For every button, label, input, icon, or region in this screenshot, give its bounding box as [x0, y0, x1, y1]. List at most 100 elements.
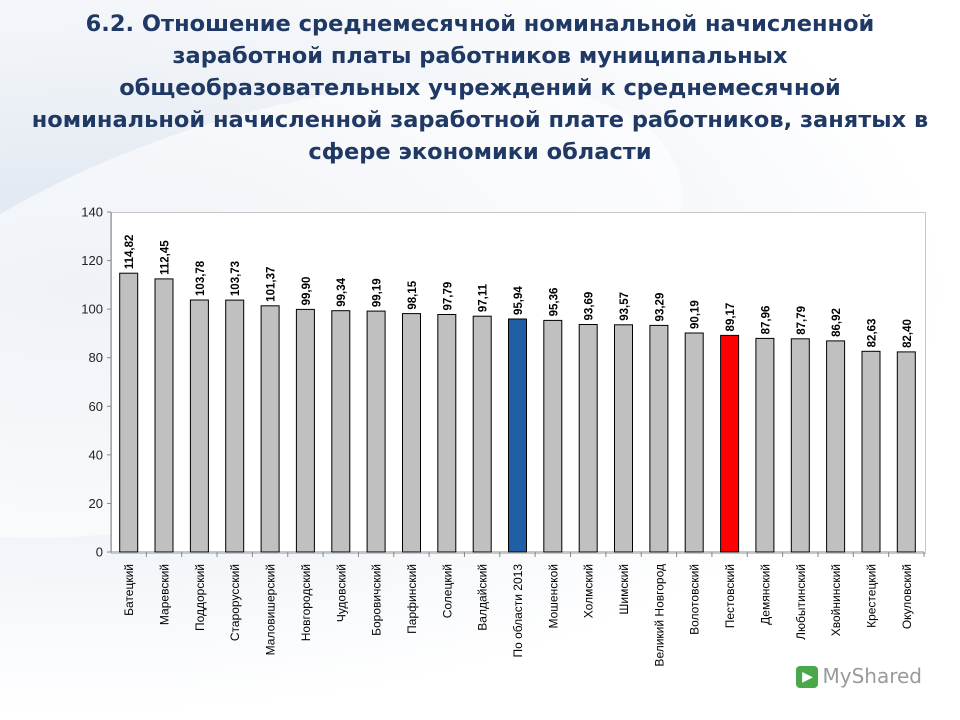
bar-2	[154, 278, 174, 553]
value-label-1: 114,82	[124, 235, 136, 270]
value-label-bg	[229, 259, 243, 298]
category-label-4: Старорусский	[228, 564, 242, 641]
category-label-11: Валдайский	[476, 564, 490, 631]
value-label-bg	[123, 233, 137, 271]
value-label-bg	[865, 317, 879, 349]
bar-19	[755, 337, 775, 553]
value-label-bg	[901, 317, 915, 350]
category-label-21: Хвойнинский	[829, 564, 843, 636]
y-tick-label: 120	[81, 253, 103, 268]
bar-1	[119, 272, 139, 553]
value-label-bg	[795, 304, 809, 337]
bar-3	[189, 299, 209, 553]
value-label-6: 99,90	[301, 277, 313, 306]
value-label-12: 95,94	[513, 286, 525, 315]
bar-20	[790, 338, 810, 553]
value-label-2: 112,45	[160, 240, 172, 275]
watermark: ▶ MyShared	[796, 663, 922, 688]
bar-21	[826, 340, 846, 553]
category-label-1: Батецкий	[122, 564, 136, 616]
value-label-bg	[689, 298, 703, 331]
value-label-15: 93,57	[619, 292, 631, 321]
value-label-bg	[300, 275, 314, 307]
value-label-17: 90,19	[690, 300, 702, 329]
slide-title: 6.2. Отношение среднемесячной номинально…	[31, 11, 929, 165]
category-label-16: Великий Новгород	[652, 564, 666, 667]
bar-9	[402, 313, 421, 553]
bar-7	[331, 310, 351, 553]
bar-15	[614, 324, 633, 553]
value-label-bg	[830, 306, 844, 339]
value-label-21: 86,92	[831, 308, 843, 337]
category-label-2: Маревский	[158, 564, 172, 625]
bar-4	[225, 299, 245, 553]
value-label-4: 103,73	[230, 261, 242, 296]
bar-17	[684, 332, 704, 553]
category-label-22: Крестецкий	[864, 564, 878, 628]
category-label-23: Окуловский	[900, 564, 914, 629]
category-label-5: Маловишерский	[264, 564, 278, 655]
y-tick-label: 100	[81, 302, 103, 317]
bar-23	[896, 351, 916, 553]
bar-10	[437, 314, 457, 553]
value-label-16: 93,29	[654, 293, 666, 322]
watermark-text: MyShared	[822, 663, 922, 688]
value-label-13: 95,36	[548, 288, 560, 317]
category-label-20: Любытинский	[794, 564, 808, 640]
bar-6	[295, 308, 315, 553]
y-tick-label: 40	[89, 447, 103, 462]
value-label-bg	[618, 290, 632, 323]
value-label-bg	[724, 301, 738, 333]
value-label-bg	[477, 281, 491, 314]
value-label-bg	[653, 291, 667, 323]
value-label-22: 82,63	[866, 319, 878, 348]
category-label-7: Чудовский	[334, 564, 348, 622]
y-tick-label: 60	[89, 399, 103, 414]
y-tick-label: 140	[81, 205, 103, 220]
value-label-bg	[159, 238, 173, 277]
category-label-6: Новгородский	[299, 564, 313, 641]
category-label-17: Волотовский	[688, 564, 702, 635]
category-label-18: Пестовский	[723, 564, 737, 628]
category-label-12: По области 2013	[511, 564, 525, 658]
category-label-13: Мошенской	[546, 564, 560, 629]
value-label-8: 99,19	[372, 278, 384, 307]
value-label-bg	[335, 275, 349, 309]
bar-12	[508, 318, 527, 553]
y-tick-label: 0	[96, 545, 103, 560]
y-tick-label: 80	[89, 350, 103, 365]
value-label-11: 97,11	[478, 283, 490, 312]
bar-11	[472, 315, 492, 553]
category-label-19: Демянский	[758, 564, 772, 625]
value-label-bg	[441, 280, 455, 313]
value-label-7: 99,34	[336, 277, 348, 306]
category-label-14: Холмский	[582, 564, 596, 618]
bar-8	[366, 310, 386, 553]
category-label-15: Шимский	[617, 564, 631, 615]
category-label-9: Парфинский	[405, 564, 419, 634]
category-label-3: Поддорский	[193, 564, 207, 631]
value-label-19: 87,96	[760, 306, 772, 335]
value-label-18: 89,17	[725, 303, 737, 332]
value-label-5: 101,37	[266, 267, 278, 302]
bar-5	[260, 305, 280, 553]
value-label-bg	[583, 290, 597, 322]
bar-13	[543, 319, 563, 553]
value-label-20: 87,79	[796, 306, 808, 335]
value-label-bg	[406, 278, 420, 312]
value-label-bg	[265, 265, 279, 304]
category-label-10: Солецкий	[440, 564, 454, 618]
category-label-8: Боровичский	[370, 564, 384, 636]
value-label-3: 103,78	[195, 260, 207, 296]
value-label-bg	[371, 276, 385, 309]
bar-16	[649, 324, 669, 553]
value-label-bg	[759, 304, 773, 336]
value-label-bg	[547, 286, 561, 318]
value-label-10: 97,79	[442, 282, 454, 311]
value-label-9: 98,15	[407, 280, 419, 309]
value-label-14: 93,69	[584, 292, 596, 321]
bar-22	[861, 350, 881, 553]
myshared-logo-icon: ▶	[796, 666, 819, 688]
value-label-bg	[512, 284, 526, 317]
